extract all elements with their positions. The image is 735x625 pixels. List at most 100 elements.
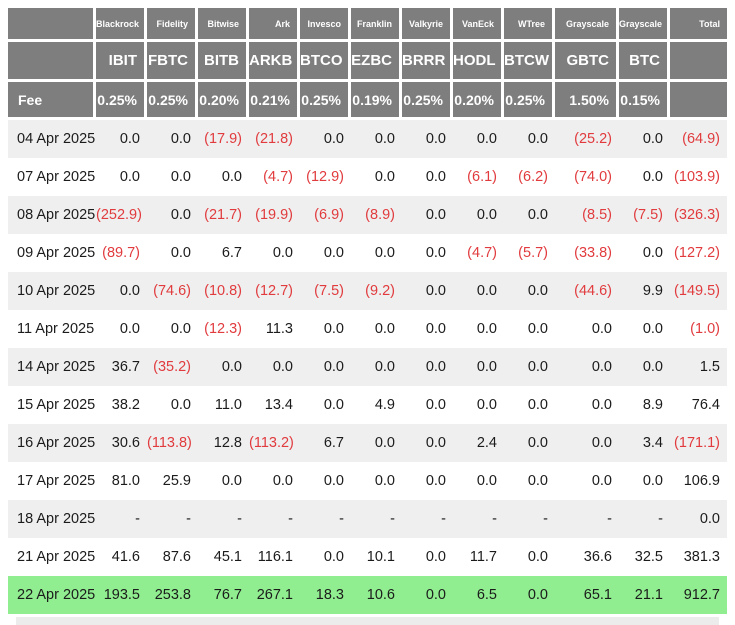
date-cell: 10 Apr 2025 bbox=[17, 283, 96, 299]
date-cell: 14 Apr 2025 bbox=[17, 359, 96, 375]
flow-cell: 0.0 bbox=[323, 397, 344, 413]
flow-cell: 0.0 bbox=[374, 245, 395, 261]
flow-cell: 25.9 bbox=[162, 473, 191, 489]
provider-label: Bitwise bbox=[198, 8, 249, 42]
date-cell: 22 Apr 2025 bbox=[17, 587, 96, 603]
table-row: 17 Apr 2025 81.0 25.9 0.0 0.0 0.0 0.0 0.0 0.0 0.0… bbox=[8, 462, 727, 500]
fee-value: 0.25% bbox=[300, 82, 351, 120]
flow-cell: 41.6 bbox=[111, 549, 140, 565]
provider-label: WTree bbox=[504, 8, 555, 42]
flow-cell: 0.0 bbox=[374, 321, 395, 337]
flow-cell: 0.0 bbox=[323, 245, 344, 261]
flow-cell: 0.0 bbox=[221, 473, 242, 489]
fee-value: 0.21% bbox=[249, 82, 300, 120]
flow-cell: 9.9 bbox=[642, 283, 663, 299]
flow-cell: 0.0 bbox=[323, 359, 344, 375]
flow-cell: (6.2) bbox=[518, 169, 548, 185]
date-cell: 08 Apr 2025 bbox=[17, 207, 96, 223]
flow-cell: - bbox=[607, 511, 612, 527]
flow-cell: (7.5) bbox=[314, 283, 344, 299]
total-cell: (64.9) bbox=[682, 131, 720, 147]
ticker-label: GBTC bbox=[555, 42, 619, 82]
total-cell: (149.5) bbox=[674, 283, 720, 299]
flow-cell: (21.8) bbox=[255, 131, 293, 147]
flow-cell: 0.0 bbox=[170, 321, 191, 337]
table-row: 22 Apr 2025 193.5 253.8 76.7 267.1 18.3 10.6 0.… bbox=[8, 576, 727, 614]
fee-value: 0.25% bbox=[504, 82, 555, 120]
date-cell: 17 Apr 2025 bbox=[17, 473, 96, 489]
flow-cell: 0.0 bbox=[527, 549, 548, 565]
date-cell: 09 Apr 2025 bbox=[17, 245, 96, 261]
flow-cell: 253.8 bbox=[154, 587, 191, 603]
ticker-label: BTCO bbox=[300, 42, 351, 82]
flow-cell: 0.0 bbox=[476, 207, 497, 223]
flow-cell: 0.0 bbox=[323, 549, 344, 565]
fee-value: 0.19% bbox=[351, 82, 402, 120]
flow-cell: (21.7) bbox=[204, 207, 242, 223]
table-row: 04 Apr 2025 0.0 0.0 (17.9) (21.8) 0.0 0.0 0.0 0.… bbox=[8, 120, 727, 158]
flow-cell: (12.3) bbox=[204, 321, 242, 337]
flow-cell: 0.0 bbox=[170, 131, 191, 147]
flow-cell: 0.0 bbox=[272, 359, 293, 375]
flow-cell: 0.0 bbox=[527, 587, 548, 603]
total-cell: (1.0) bbox=[690, 321, 720, 337]
flow-cell: 193.5 bbox=[103, 587, 140, 603]
blank-cell bbox=[8, 42, 96, 82]
flow-cell: 0.0 bbox=[170, 245, 191, 261]
table-row: 09 Apr 2025 (89.7) 0.0 6.7 0.0 0.0 0.0 0.0 (4.7)… bbox=[8, 234, 727, 272]
provider-label: Fidelity bbox=[147, 8, 198, 42]
flow-cell: - bbox=[237, 511, 242, 527]
flow-cell: 0.0 bbox=[425, 397, 446, 413]
total-header: Total bbox=[670, 8, 727, 42]
flow-cell: 87.6 bbox=[162, 549, 191, 565]
flow-cell: (10.8) bbox=[204, 283, 242, 299]
flow-cell: 0.0 bbox=[642, 245, 663, 261]
flow-cell: 36.6 bbox=[583, 549, 612, 565]
flow-cell: 0.0 bbox=[323, 131, 344, 147]
flow-cell: 0.0 bbox=[591, 397, 612, 413]
flow-cell: (252.9) bbox=[96, 207, 142, 223]
flow-cell: 0.0 bbox=[272, 473, 293, 489]
blank-cell bbox=[670, 42, 727, 82]
flow-cell: 0.0 bbox=[642, 473, 663, 489]
flow-cell: (8.5) bbox=[582, 207, 612, 223]
table-row: 11 Apr 2025 0.0 0.0 (12.3) 11.3 0.0 0.0 0.0 0.0 0… bbox=[8, 310, 727, 348]
flow-cell: (6.9) bbox=[314, 207, 344, 223]
table-row: 08 Apr 2025 (252.9) 0.0 (21.7) (19.9) (6.9) (8… bbox=[8, 196, 727, 234]
flow-cell: 11.7 bbox=[469, 549, 497, 565]
flow-cell: 0.0 bbox=[425, 473, 446, 489]
flow-cell: 65.1 bbox=[583, 587, 612, 603]
flow-cell: 116.1 bbox=[257, 549, 293, 565]
fee-value: 0.20% bbox=[453, 82, 504, 120]
total-cell: 912.7 bbox=[683, 587, 720, 603]
date-cell: 04 Apr 2025 bbox=[17, 131, 96, 147]
flow-cell: 0.0 bbox=[642, 359, 663, 375]
next-row-partial bbox=[16, 617, 719, 625]
flow-cell: 0.0 bbox=[527, 397, 548, 413]
flow-cell: 0.0 bbox=[119, 131, 140, 147]
total-cell: (103.9) bbox=[674, 169, 720, 185]
flow-cell: 0.0 bbox=[527, 131, 548, 147]
flow-cell: 36.7 bbox=[111, 359, 140, 375]
flow-cell: - bbox=[658, 511, 663, 527]
fee-value: 0.20% bbox=[198, 82, 249, 120]
flow-cell: 0.0 bbox=[591, 359, 612, 375]
ticker-label: FBTC bbox=[147, 42, 198, 82]
flow-cell: 0.0 bbox=[527, 283, 548, 299]
total-cell: (326.3) bbox=[674, 207, 720, 223]
date-cell: 18 Apr 2025 bbox=[17, 511, 96, 527]
flow-cell: 0.0 bbox=[170, 207, 191, 223]
ticker-label: BTC bbox=[619, 42, 670, 82]
table-body: 04 Apr 2025 0.0 0.0 (17.9) (21.8) 0.0 0.0 0.0 0.… bbox=[8, 120, 727, 614]
date-cell: 07 Apr 2025 bbox=[17, 169, 96, 185]
flow-cell: (89.7) bbox=[102, 245, 140, 261]
flow-cell: (12.9) bbox=[306, 169, 344, 185]
flow-cell: (4.7) bbox=[263, 169, 293, 185]
flow-cell: 11.0 bbox=[214, 397, 242, 413]
flow-cell: 0.0 bbox=[527, 435, 548, 451]
flow-cell: 45.1 bbox=[213, 549, 242, 565]
flow-cell: 0.0 bbox=[425, 131, 446, 147]
flow-cell: (113.2) bbox=[249, 435, 294, 451]
total-cell: (127.2) bbox=[674, 245, 720, 261]
date-cell: 15 Apr 2025 bbox=[17, 397, 96, 413]
